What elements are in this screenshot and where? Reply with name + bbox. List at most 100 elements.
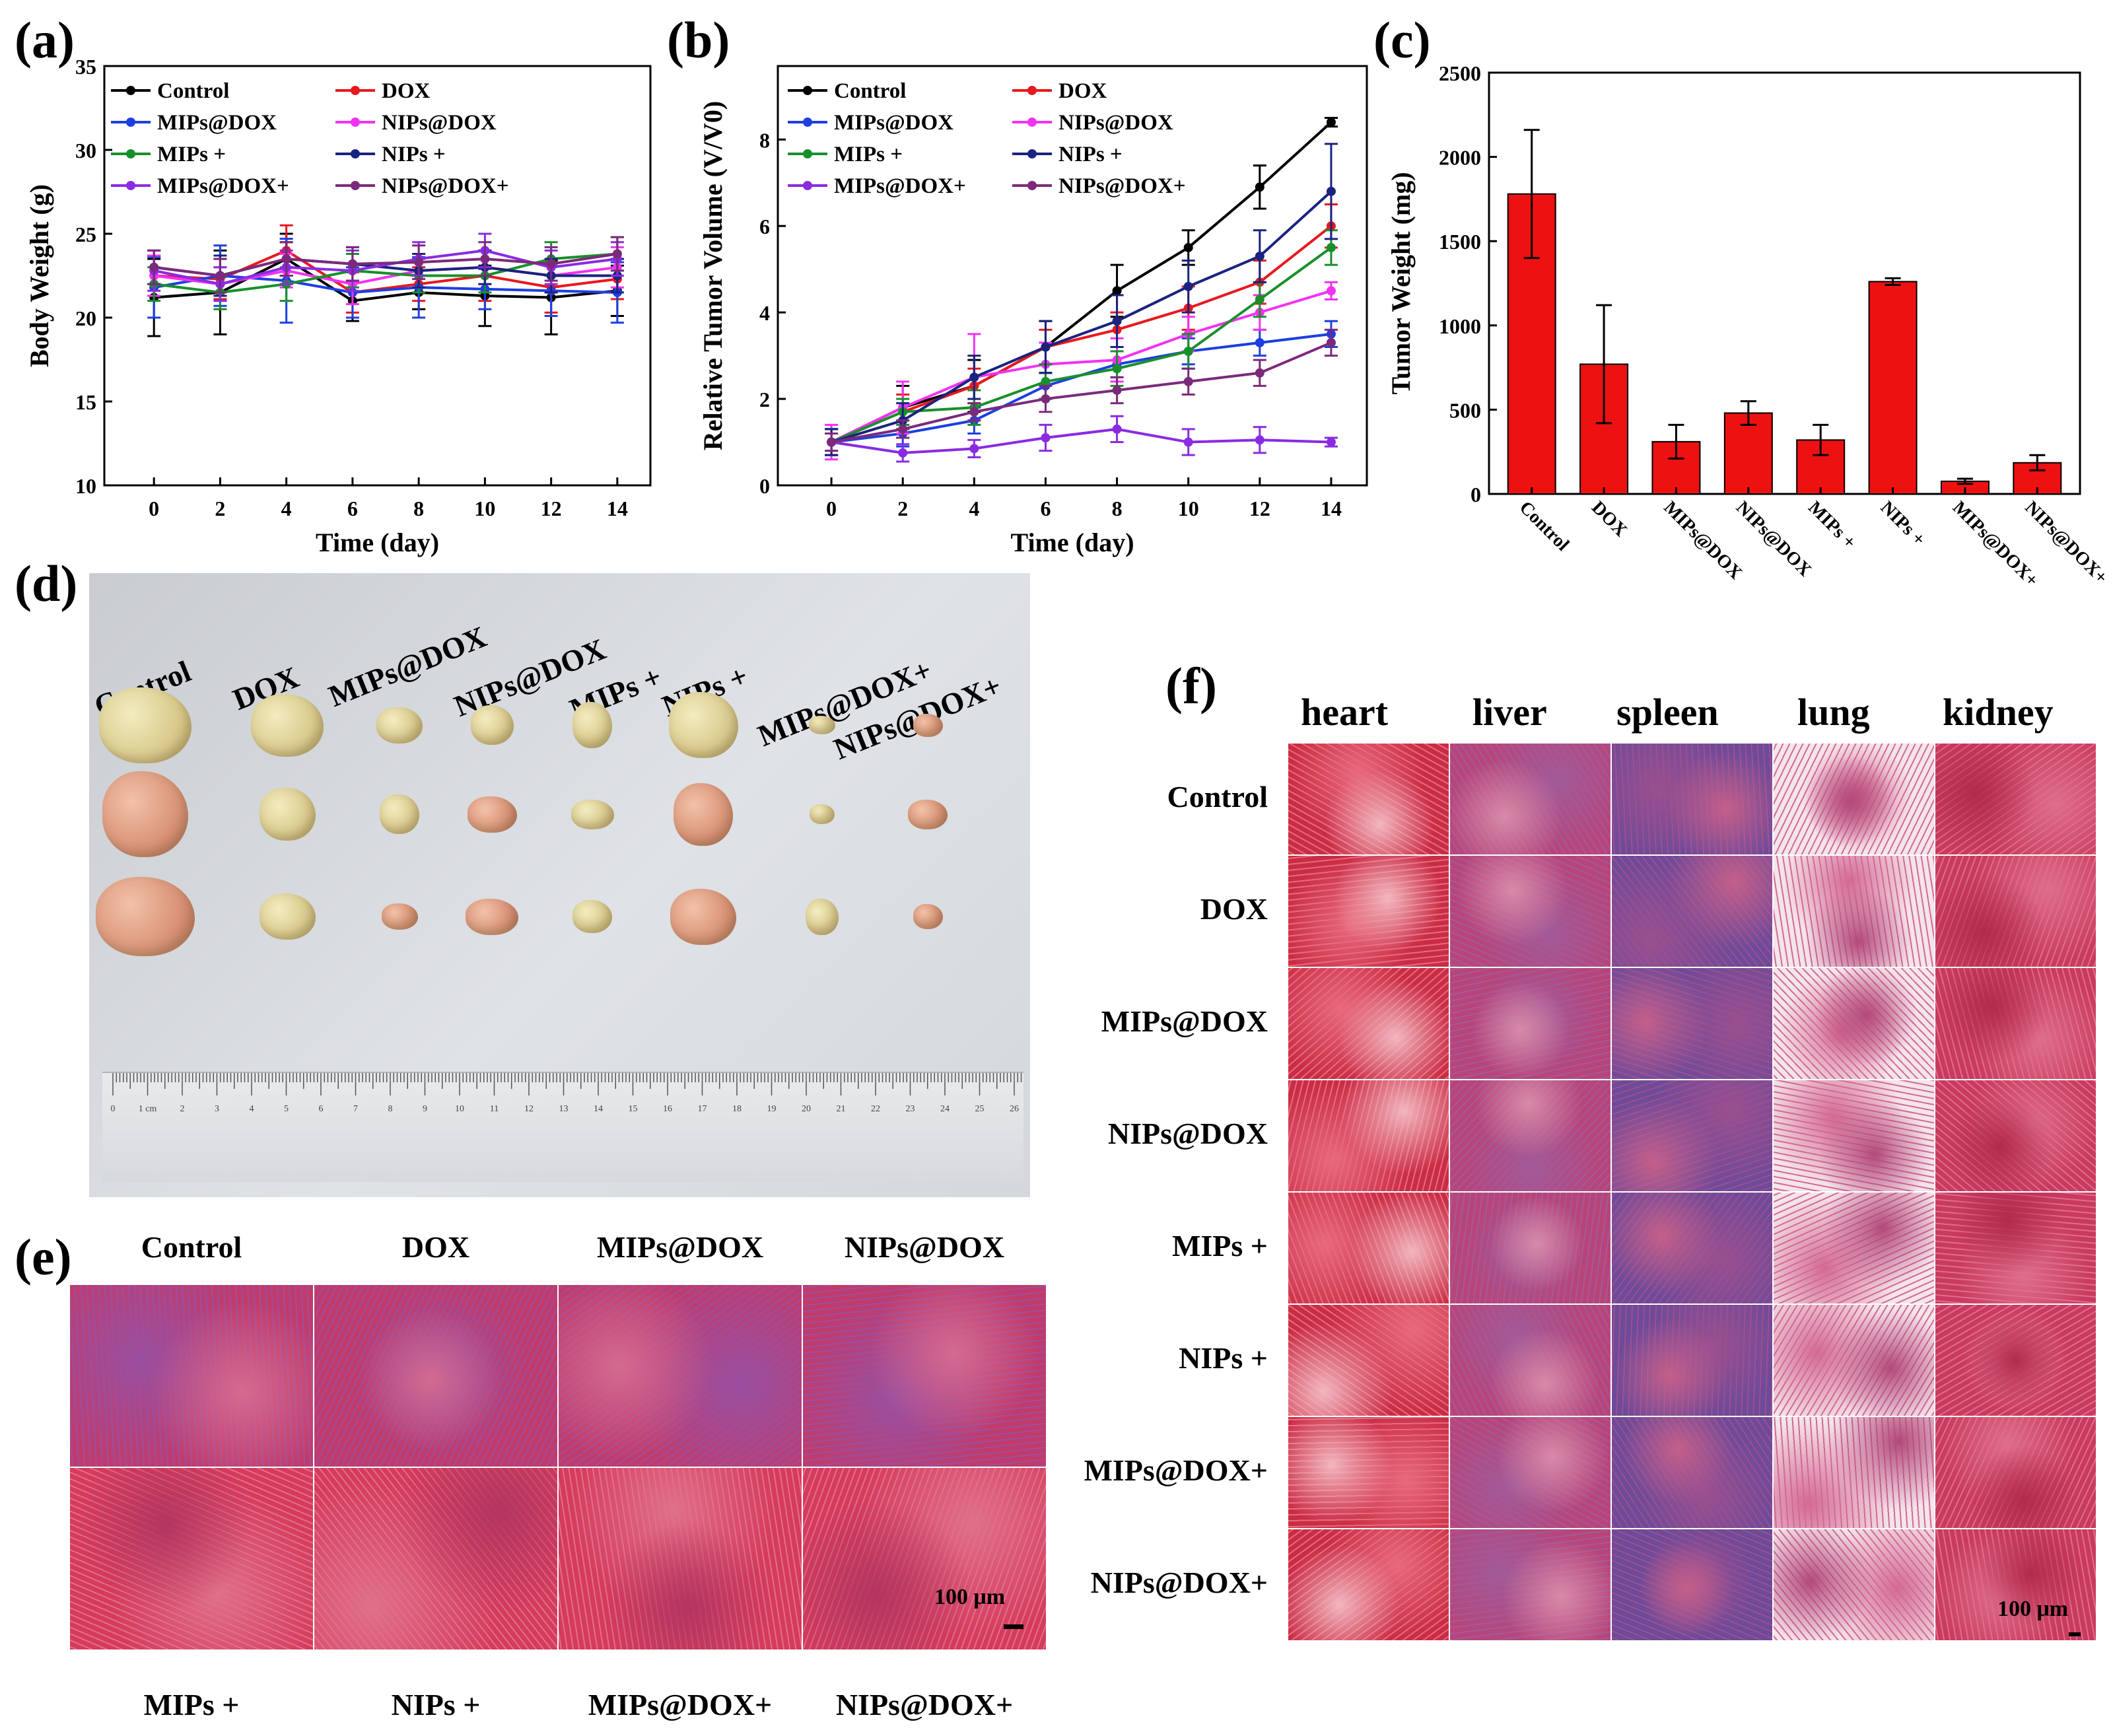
x-tick-label: 12 xyxy=(1249,497,1270,520)
y-tick-label: 30 xyxy=(75,139,96,162)
legend-marker xyxy=(351,181,360,190)
y-axis-label: Body Weight (g) xyxy=(24,184,54,367)
series-line-control xyxy=(831,121,1333,444)
legend-label: MIPs + xyxy=(157,143,226,166)
data-point-nips-dox xyxy=(1041,394,1051,404)
organ-histology-tile-heart xyxy=(1288,1529,1449,1641)
tumor-specimen xyxy=(470,705,514,745)
data-point-nips xyxy=(1326,186,1336,196)
x-tick-label: 2 xyxy=(215,497,225,520)
series-line-mips-dox xyxy=(831,427,1331,454)
organ-header-heart: heart xyxy=(1301,691,1389,734)
tumor-specimen xyxy=(96,877,195,956)
x-tick-label: 10 xyxy=(1178,497,1199,520)
legend-marker xyxy=(126,149,135,158)
organ-histology-tile-liver xyxy=(1449,1080,1611,1192)
data-point-control xyxy=(1255,182,1264,192)
series-line-mips xyxy=(831,246,1333,444)
organ-histology-tile-heart xyxy=(1288,1304,1449,1416)
data-point-mips xyxy=(1326,242,1336,252)
y-tick-label: 6 xyxy=(759,215,770,238)
y-tick-label: 2000 xyxy=(1439,146,1481,170)
data-point-nips-dox xyxy=(149,262,159,272)
x-tick-label: 0 xyxy=(149,497,159,520)
organ-histology-tile-liver xyxy=(1449,967,1611,1080)
scale-bar-e xyxy=(1004,1624,1023,1629)
legend-label: MIPs@DOX+ xyxy=(157,174,289,198)
ruler-label: 8 xyxy=(388,1104,393,1114)
tumor-histology-tile xyxy=(69,1284,314,1467)
organ-row-label-mips-dox: MIPs@DOX xyxy=(1101,1004,1268,1038)
organ-histology-tile-kidney xyxy=(1935,1416,2096,1529)
tumor-specimen xyxy=(571,799,614,829)
ruler-label: 13 xyxy=(559,1104,569,1114)
organ-histology-tile-liver xyxy=(1449,1529,1611,1641)
data-point-mips-dox xyxy=(1326,437,1336,447)
bar-control xyxy=(1507,193,1556,495)
organ-row-label-mips-dox: MIPs@DOX+ xyxy=(1084,1453,1268,1487)
data-point-nips-dox xyxy=(1326,286,1336,296)
data-point-nips-dox xyxy=(347,259,357,269)
series-line-dox xyxy=(831,225,1333,444)
legend-label: NIPs@DOX xyxy=(1058,111,1173,135)
histology-e-top-label-dox: DOX xyxy=(401,1230,470,1264)
y-tick-label: 0 xyxy=(759,474,770,498)
tumor-histology-tile xyxy=(314,1284,558,1467)
tumor-specimen xyxy=(913,904,943,929)
y-tick-label: 1000 xyxy=(1439,314,1481,338)
legend-label: MIPs@DOX+ xyxy=(834,174,966,198)
histology-e-bottom-label-nips-dox: NIPs@DOX+ xyxy=(835,1688,1014,1721)
panel-label-c: (c) xyxy=(1373,11,1431,69)
legend-label: DOX xyxy=(1058,79,1107,103)
organ-histology-tile-heart xyxy=(1288,855,1449,967)
scale-bar-e-label: 100 μm xyxy=(934,1585,1006,1609)
y-tick-label: 10 xyxy=(75,474,96,498)
organ-histology-tile-spleen xyxy=(1611,1416,1773,1529)
organ-histology-tile-liver xyxy=(1449,855,1611,967)
organ-histology-tile-lung xyxy=(1773,1080,1935,1192)
legend-label: MIPs + xyxy=(834,143,903,166)
ruler-label: 5 xyxy=(284,1104,289,1114)
histology-e-bottom-label-nips: NIPs + xyxy=(391,1688,481,1721)
panel-label-f: (f) xyxy=(1165,657,1217,714)
organ-header-kidney: kidney xyxy=(1943,691,2054,734)
x-tick-label: Control xyxy=(1515,497,1574,555)
tumor-specimen xyxy=(102,771,188,857)
plot-frame xyxy=(777,65,1368,487)
organ-histology-tile-heart xyxy=(1288,967,1449,1080)
series-line-mips-dox xyxy=(831,332,1332,444)
legend-label: DOX xyxy=(382,79,431,103)
organ-row-label-dox: DOX xyxy=(1200,892,1268,926)
organ-histology-tile-spleen xyxy=(1611,1080,1773,1192)
data-point-nips xyxy=(1041,342,1051,352)
ruler-label: 14 xyxy=(594,1104,603,1114)
y-axis-label: Relative Tumor Volume (V/V0) xyxy=(698,101,728,450)
organ-histology-tile-lung xyxy=(1773,1304,1935,1416)
data-point-nips-dox xyxy=(281,254,291,264)
legend-label: NIPs + xyxy=(382,143,446,166)
data-point-mips xyxy=(1183,347,1193,357)
tumor-specimen xyxy=(913,713,943,737)
data-point-nips-dox xyxy=(969,407,979,417)
tumor-specimen xyxy=(376,707,423,744)
series-line-nips-dox xyxy=(831,341,1332,444)
tumor-volume-chart: 0 2 4 6 8 10 12 14 0 2 4 6 8 Time (day) Relative Tumor… xyxy=(698,65,1368,557)
ruler-label: 1 cm xyxy=(139,1104,157,1114)
y-tick-label: 0 xyxy=(1471,483,1481,506)
x-tick-label: 6 xyxy=(1040,497,1051,520)
legend-marker xyxy=(1027,149,1037,158)
organ-histology-tile-liver xyxy=(1449,1416,1611,1529)
data-point-nips-dox xyxy=(414,258,424,267)
data-point-nips-dox xyxy=(1183,376,1193,386)
organ-histology-tile-kidney xyxy=(1935,1080,2096,1192)
x-tick-label: 12 xyxy=(541,497,562,520)
organ-histology-tile-kidney xyxy=(1935,1529,2096,1641)
plot-frame xyxy=(1488,71,2081,495)
y-tick-label: 8 xyxy=(759,128,770,152)
legend-marker xyxy=(126,181,135,190)
data-point-control xyxy=(1183,242,1193,252)
data-point-control xyxy=(1326,118,1336,127)
x-tick-label: 4 xyxy=(969,497,979,520)
legend-marker xyxy=(1027,118,1037,127)
ruler-label: 23 xyxy=(906,1104,915,1114)
